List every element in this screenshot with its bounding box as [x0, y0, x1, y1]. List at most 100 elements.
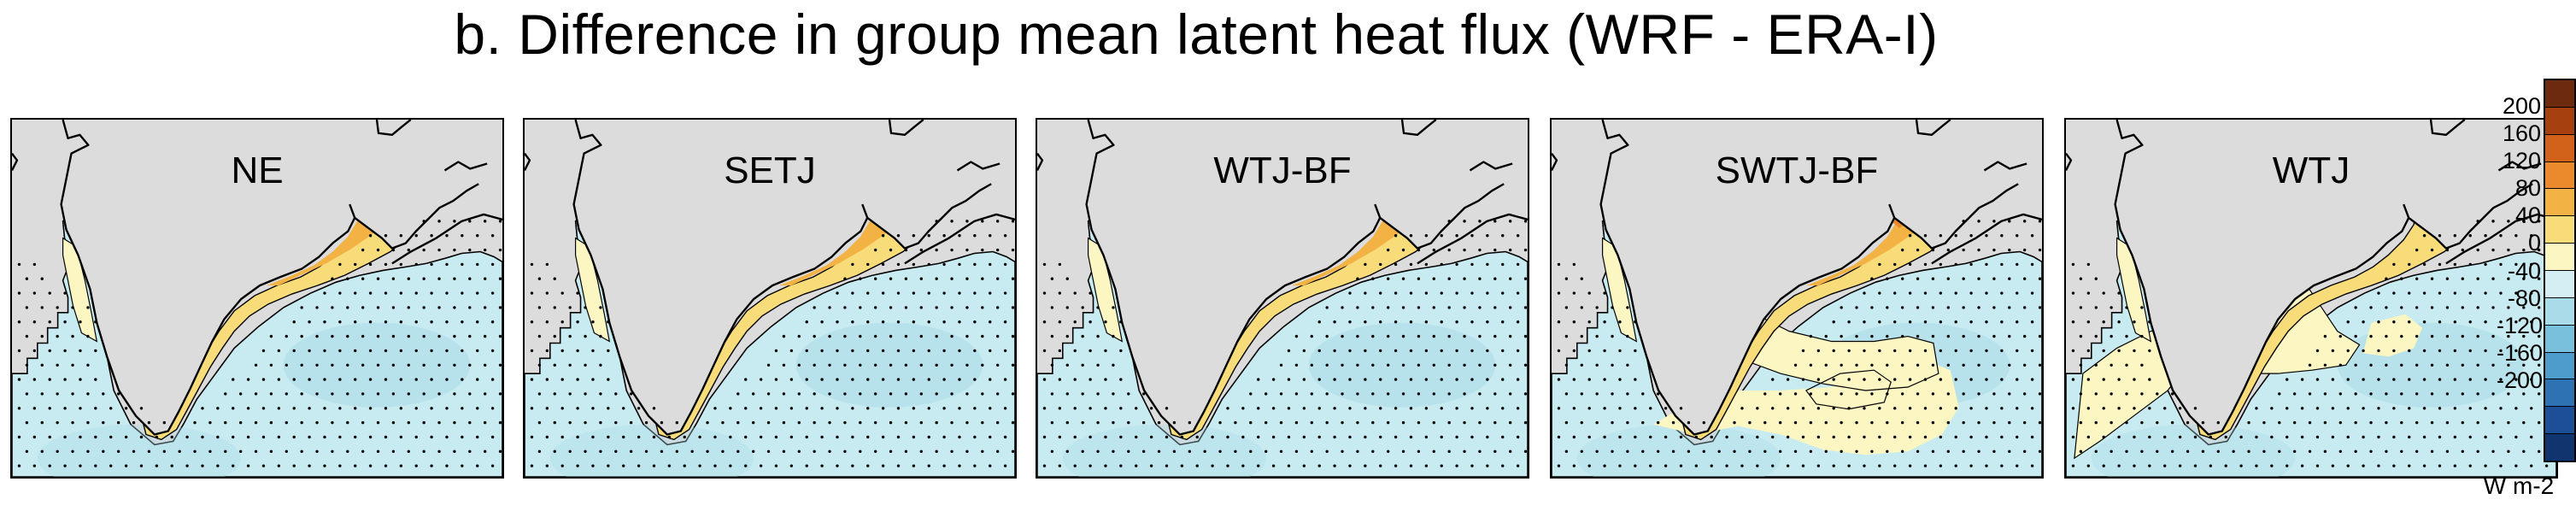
stipple-dot [1840, 392, 1843, 396]
stipple-dot [376, 392, 380, 396]
stipple-dot [912, 407, 916, 410]
stipple-dot [1401, 392, 1405, 396]
stipple-dot [1501, 464, 1505, 467]
stipple-dot [2422, 378, 2426, 381]
stipple-dot [1447, 363, 1451, 367]
stipple-dot [308, 349, 311, 353]
stipple-dot [1501, 291, 1505, 295]
stipple-dot [2530, 464, 2533, 467]
stipple-dot [2415, 449, 2419, 453]
stipple-dot [1065, 334, 1069, 338]
stipple-dot [399, 320, 403, 324]
stipple-dot [1271, 407, 1276, 410]
stipple-dot [1417, 363, 1421, 367]
stipple-dot [2537, 248, 2541, 252]
stipple-dot [2453, 291, 2457, 295]
stipple-dot [300, 306, 303, 309]
stipple-dot [1557, 349, 1561, 353]
stipple-dot [1203, 449, 1206, 453]
significance-stippling [2071, 220, 2556, 467]
stipple-dot [1756, 407, 1759, 410]
stipple-dot [2148, 464, 2151, 467]
stipple-dot [545, 262, 549, 267]
stipple-dot [1364, 378, 1367, 381]
stipple-dot [789, 435, 794, 439]
stipple-dot [437, 306, 441, 309]
stipple-dot [2537, 306, 2541, 309]
stipple-dot [461, 291, 464, 295]
stipple-dot [1870, 306, 1874, 309]
stipple-dot [1523, 420, 1528, 425]
stipple-dot [71, 449, 74, 453]
stipple-dot [224, 392, 227, 396]
stipple-dot [782, 363, 786, 367]
stipple-dot [1325, 420, 1329, 425]
stipple-dot [384, 435, 388, 439]
stipple-dot [1011, 277, 1015, 280]
stipple-dot [498, 306, 502, 309]
stipple-dot [889, 420, 893, 425]
stipple-dot [40, 334, 44, 338]
stipple-dot [2140, 334, 2144, 338]
stipple-dot [315, 334, 319, 338]
stipple-dot [2491, 306, 2495, 309]
stipple-dot [1310, 392, 1313, 396]
stipple-dot [1302, 407, 1306, 410]
stipple-dot [2163, 407, 2167, 410]
stipple-dot [935, 449, 938, 453]
coastline [525, 120, 1015, 436]
stipple-dot [414, 407, 418, 410]
stipple-dot [1394, 262, 1398, 267]
stipple-dot [965, 449, 969, 453]
stipple-dot [2338, 363, 2342, 367]
stipple-dot [1325, 334, 1329, 338]
stipple-dot [139, 407, 144, 410]
stipple-dot [1939, 407, 1943, 410]
stipple-dot [2507, 306, 2510, 309]
stipple-dot [1310, 420, 1313, 425]
stipple-dot [1440, 407, 1443, 410]
stipple-dot [2476, 392, 2479, 396]
stipple-dot [2392, 291, 2396, 295]
stipple-dot [1931, 420, 1935, 425]
stipple-dot [2000, 407, 2004, 410]
stipple-dot [537, 306, 542, 309]
stipple-dot [1364, 320, 1367, 324]
stipple-dot [1923, 464, 1928, 467]
stipple-dot [1893, 349, 1897, 353]
stipple-dot [246, 435, 250, 439]
stipple-dot [1523, 363, 1528, 367]
stipple-dot [1634, 378, 1637, 381]
stipple-dot [1847, 435, 1851, 439]
stipple-dot [721, 449, 725, 453]
stipple-dot [989, 349, 992, 353]
stipple-dot [851, 378, 854, 381]
stipple-dot [1508, 363, 1512, 367]
stipple-dot [1786, 378, 1790, 381]
stipple-dot [1279, 449, 1283, 453]
stipple-dot [873, 277, 877, 280]
stipple-dot [346, 277, 349, 280]
stipple-dot [1478, 334, 1482, 338]
stipple-dot [2453, 234, 2457, 238]
stipple-dot [384, 262, 388, 267]
stipple-dot [40, 306, 44, 309]
stipple-dot [2094, 363, 2098, 367]
stipple-dot [2484, 435, 2487, 439]
stipple-dot [889, 277, 893, 280]
stipple-dot [1317, 407, 1321, 410]
stipple-dot [813, 306, 816, 309]
stipple-dot [468, 248, 472, 252]
stipple-dot [430, 234, 433, 238]
stipple-dot [667, 435, 672, 439]
stipple-dot [1424, 234, 1429, 238]
stipple-dot [445, 407, 449, 410]
stipple-dot [2408, 407, 2411, 410]
stipple-dot [2422, 291, 2426, 295]
stipple-dot [851, 291, 854, 295]
stipple-dot [2392, 262, 2396, 267]
stipple-dot [2430, 248, 2434, 252]
stipple-dot [1486, 464, 1489, 467]
stipple-dot [1893, 262, 1897, 267]
stipple-dot [315, 420, 319, 425]
